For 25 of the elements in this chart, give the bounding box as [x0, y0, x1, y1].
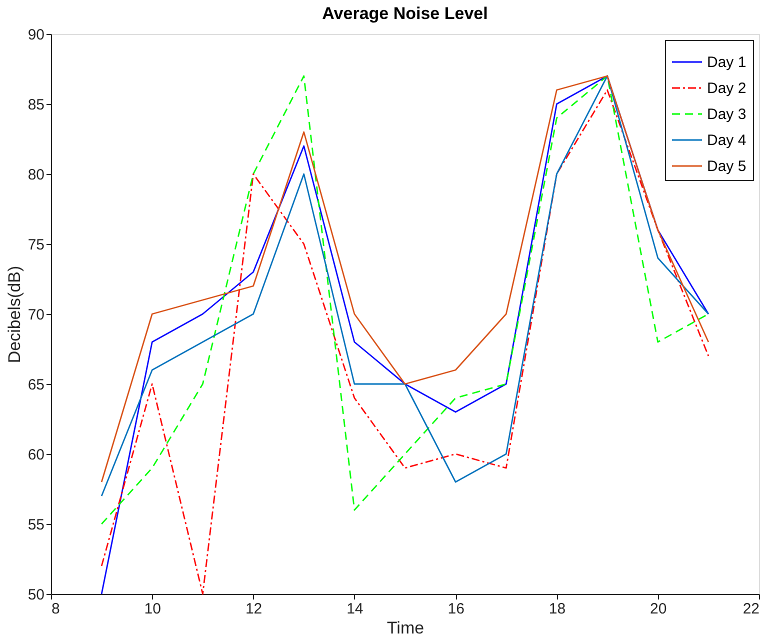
legend-label: Day 4 [707, 132, 746, 149]
x-axis-title: Time [386, 618, 424, 638]
legend-label: Day 3 [707, 106, 746, 123]
y-tick-label: 85 [28, 96, 44, 114]
x-tick-label: 12 [245, 600, 262, 618]
x-tick-label: 22 [742, 600, 760, 618]
y-tick-label: 55 [28, 516, 44, 534]
y-tick-label: 75 [28, 236, 44, 254]
y-tick-label: 70 [28, 306, 44, 324]
y-axis-title: Decibels(dB) [4, 266, 24, 364]
y-tick-label: 50 [28, 586, 44, 604]
y-tick-label: 90 [28, 26, 44, 44]
legend-label: Day 5 [707, 158, 746, 175]
x-tick-label: 10 [144, 600, 161, 618]
y-tick-label: 60 [28, 446, 44, 464]
y-tick-label: 80 [28, 166, 44, 184]
chart-title: Average Noise Level [322, 4, 488, 23]
x-tick-label: 8 [52, 600, 60, 618]
y-tick-label: 65 [28, 376, 44, 394]
legend-label: Day 2 [707, 80, 746, 97]
legend-label: Day 1 [707, 54, 746, 71]
x-tick-label: 18 [548, 600, 566, 618]
x-tick-label: 20 [650, 600, 667, 618]
x-tick-label: 16 [448, 600, 464, 618]
x-tick-label: 14 [346, 600, 364, 618]
